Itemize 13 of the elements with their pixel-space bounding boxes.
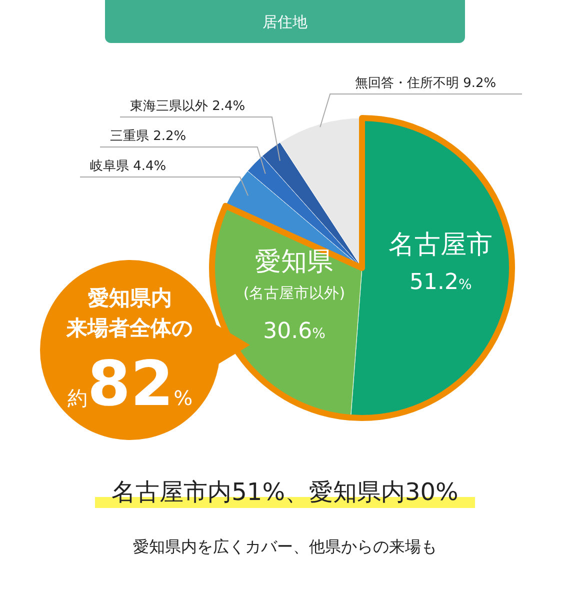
data-label: 51.2% <box>410 270 472 295</box>
text: 愛知県内 <box>88 286 172 310</box>
slice-label: 三重県 2.2% <box>110 129 186 144</box>
text: 愛知県内を広くカバー、他県からの来場も <box>133 537 437 556</box>
slice-label: 名古屋市 <box>388 230 493 260</box>
data-label: 30.6% <box>263 319 326 344</box>
text: 来場者全体の <box>66 316 194 340</box>
slice-label: 東海三県以外 2.4% <box>130 99 246 114</box>
slice-label: 岐阜県 4.4% <box>90 159 166 174</box>
chart-title: 居住地 <box>262 13 308 31</box>
slice-label: 愛知県(名古屋市以外) <box>243 247 346 302</box>
text: 約82% <box>67 347 193 420</box>
slice-label: 無回答・住所不明 9.2% <box>355 76 496 91</box>
